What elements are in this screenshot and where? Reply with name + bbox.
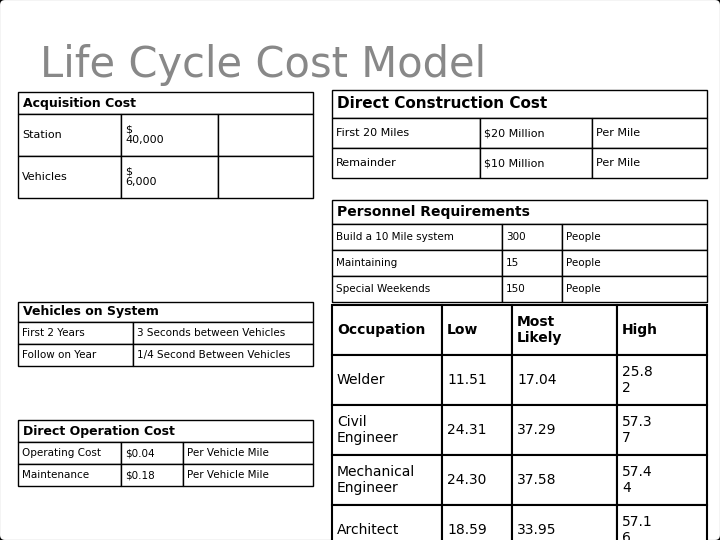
Bar: [18, 344, 133, 366]
Bar: [332, 276, 502, 302]
Bar: [512, 355, 617, 405]
Bar: [183, 464, 313, 486]
Bar: [592, 118, 707, 148]
Text: High: High: [622, 323, 658, 337]
Text: Special Weekends: Special Weekends: [336, 284, 431, 294]
Text: 150: 150: [506, 284, 526, 294]
Text: Per Mile: Per Mile: [596, 158, 640, 168]
Text: Acquisition Cost: Acquisition Cost: [23, 97, 136, 110]
Bar: [502, 276, 562, 302]
Bar: [617, 405, 707, 455]
Bar: [332, 118, 480, 148]
Bar: [332, 250, 502, 276]
Text: Per Vehicle Mile: Per Vehicle Mile: [187, 448, 269, 458]
Text: Mechanical
Engineer: Mechanical Engineer: [337, 465, 415, 495]
Bar: [442, 305, 512, 355]
Bar: [332, 148, 480, 178]
Text: Operating Cost: Operating Cost: [22, 448, 101, 458]
Bar: [592, 148, 707, 178]
Bar: [121, 114, 218, 156]
Bar: [512, 305, 617, 355]
Bar: [617, 455, 707, 505]
Bar: [121, 156, 218, 198]
Bar: [18, 442, 121, 464]
Text: People: People: [566, 258, 600, 268]
Text: 18.59: 18.59: [447, 523, 487, 537]
Bar: [332, 455, 442, 505]
Bar: [332, 90, 707, 118]
Text: Low: Low: [447, 323, 478, 337]
Text: 25.8
2: 25.8 2: [622, 366, 653, 395]
Text: Vehicles on System: Vehicles on System: [23, 306, 159, 319]
Bar: [617, 355, 707, 405]
Text: 1/4 Second Between Vehicles: 1/4 Second Between Vehicles: [137, 350, 290, 360]
Text: Personnel Requirements: Personnel Requirements: [337, 205, 530, 219]
Text: $20 Million: $20 Million: [484, 128, 544, 138]
Text: $0.04: $0.04: [125, 448, 155, 458]
Text: Vehicles: Vehicles: [22, 172, 68, 182]
Text: Architect: Architect: [337, 523, 400, 537]
Text: 3 Seconds between Vehicles: 3 Seconds between Vehicles: [137, 328, 285, 338]
Bar: [133, 322, 313, 344]
Bar: [133, 344, 313, 366]
Bar: [332, 224, 502, 250]
Text: 57.3
7: 57.3 7: [622, 415, 652, 444]
Text: 300: 300: [506, 232, 526, 242]
Bar: [18, 464, 121, 486]
Text: First 2 Years: First 2 Years: [22, 328, 85, 338]
Text: 24.31: 24.31: [447, 423, 487, 437]
Bar: [332, 505, 442, 540]
Bar: [512, 505, 617, 540]
Text: 57.1
6: 57.1 6: [622, 516, 653, 540]
Text: Civil
Engineer: Civil Engineer: [337, 415, 399, 444]
Bar: [617, 305, 707, 355]
Bar: [512, 455, 617, 505]
Bar: [218, 156, 313, 198]
Bar: [183, 442, 313, 464]
Bar: [617, 505, 707, 540]
Bar: [562, 276, 707, 302]
Bar: [442, 505, 512, 540]
Text: 37.58: 37.58: [517, 473, 557, 487]
Bar: [18, 114, 121, 156]
Text: 57.4
4: 57.4 4: [622, 465, 652, 495]
Bar: [442, 405, 512, 455]
Text: 11.51: 11.51: [447, 373, 487, 387]
Bar: [218, 114, 313, 156]
Text: First 20 Miles: First 20 Miles: [336, 128, 409, 138]
Text: Occupation: Occupation: [337, 323, 426, 337]
Text: Maintenance: Maintenance: [22, 470, 89, 480]
Text: $
6,000: $ 6,000: [125, 167, 156, 187]
Bar: [18, 156, 121, 198]
Text: Direct Construction Cost: Direct Construction Cost: [337, 97, 547, 111]
Text: Per Vehicle Mile: Per Vehicle Mile: [187, 470, 269, 480]
Text: Remainder: Remainder: [336, 158, 397, 168]
Text: 15: 15: [506, 258, 519, 268]
Bar: [121, 442, 183, 464]
Bar: [480, 148, 592, 178]
Text: Build a 10 Mile system: Build a 10 Mile system: [336, 232, 454, 242]
Text: 24.30: 24.30: [447, 473, 487, 487]
Text: $
40,000: $ 40,000: [125, 125, 163, 145]
Bar: [562, 250, 707, 276]
Bar: [512, 405, 617, 455]
Text: Maintaining: Maintaining: [336, 258, 397, 268]
Bar: [18, 92, 313, 114]
Text: Life Cycle Cost Model: Life Cycle Cost Model: [40, 44, 486, 86]
Bar: [332, 405, 442, 455]
Text: Station: Station: [22, 130, 62, 140]
Bar: [332, 355, 442, 405]
Text: Welder: Welder: [337, 373, 385, 387]
Text: People: People: [566, 284, 600, 294]
Bar: [332, 305, 442, 355]
Bar: [442, 355, 512, 405]
Bar: [562, 224, 707, 250]
Bar: [18, 302, 313, 322]
Bar: [18, 420, 313, 442]
Text: Most
Likely: Most Likely: [517, 315, 562, 345]
Bar: [332, 200, 707, 224]
Text: People: People: [566, 232, 600, 242]
Bar: [502, 224, 562, 250]
Text: Follow on Year: Follow on Year: [22, 350, 96, 360]
